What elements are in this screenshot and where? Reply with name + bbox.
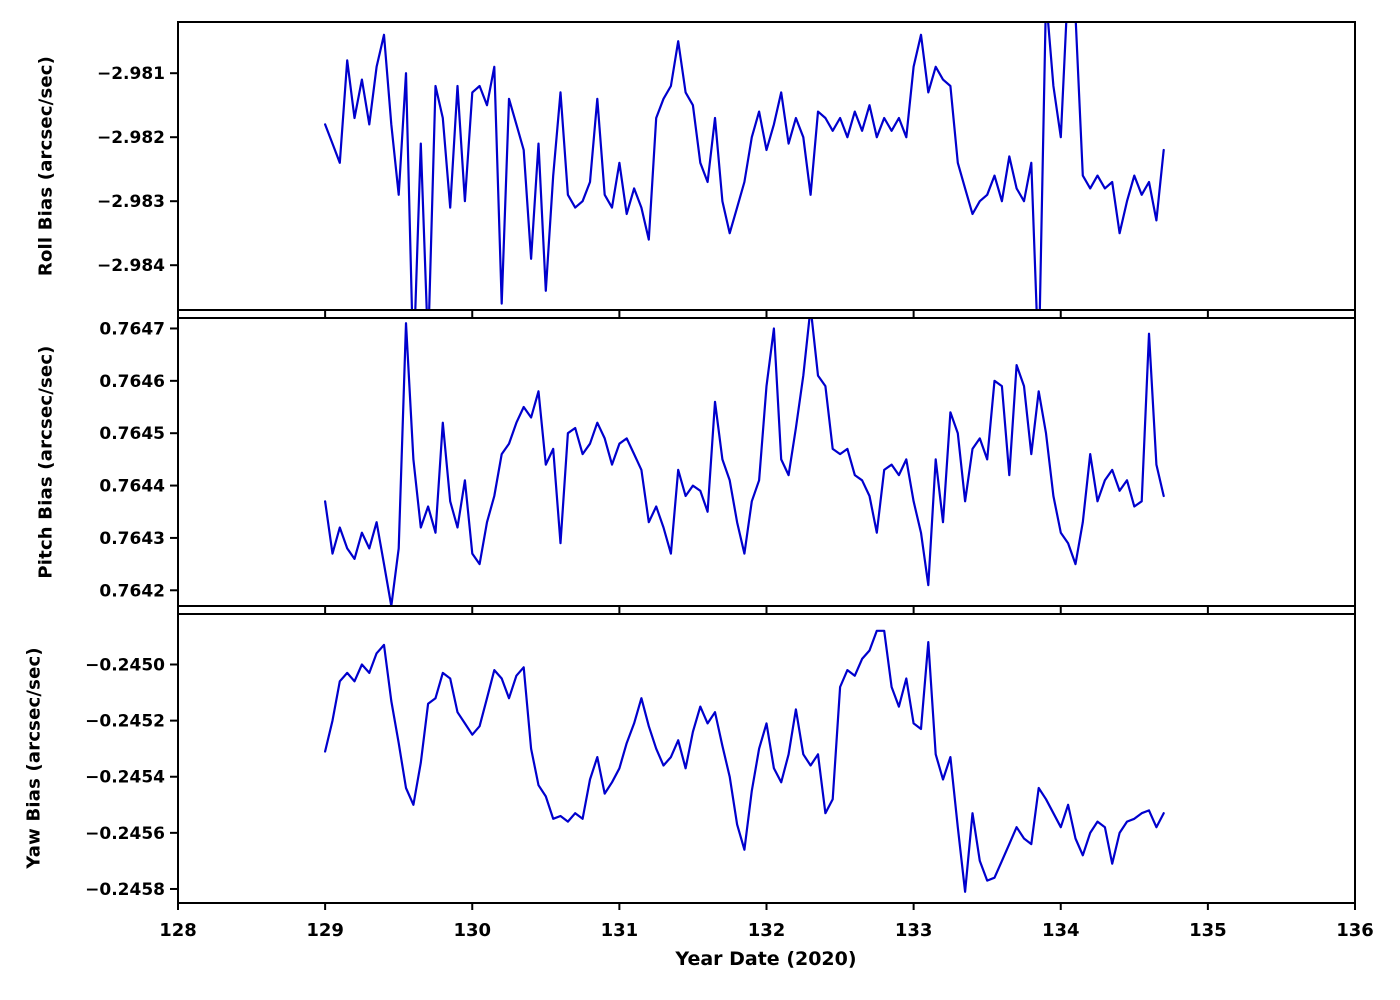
roll-y-tick-label: −2.982 — [97, 128, 165, 148]
pitch-y-tick-label: 0.7642 — [99, 581, 165, 601]
x-tick-label: 129 — [306, 920, 344, 941]
x-tick-label: 128 — [159, 920, 197, 941]
x-tick-label: 133 — [895, 920, 933, 941]
x-axis-label: Year Date (2020) — [675, 948, 857, 970]
pitch-data-line — [324, 318, 1165, 606]
x-tick-label: 136 — [1336, 920, 1374, 941]
x-tick-label: 132 — [748, 920, 786, 941]
pitch-y-tick-label: 0.7647 — [99, 319, 165, 339]
roll-axes-border — [177, 21, 1356, 311]
yaw-data-line — [324, 629, 1165, 893]
roll-data-line — [324, 22, 1165, 310]
yaw-y-tick-label: −0.2452 — [85, 712, 165, 732]
yaw-axes-border — [177, 613, 1356, 904]
yaw-y-tick-label: −0.2450 — [85, 656, 165, 676]
roll-y-tick-label: −2.983 — [97, 192, 165, 212]
roll-y-tick-label: −2.981 — [97, 64, 165, 84]
pitch-y-tick-label: 0.7645 — [99, 424, 165, 444]
pitch-y-tick-label: 0.7646 — [99, 372, 165, 392]
x-tick-label: 135 — [1189, 920, 1227, 941]
roll-y-axis-label: Roll Bias (arcsec/sec) — [35, 55, 57, 277]
x-tick-label: 134 — [1042, 920, 1080, 941]
roll-y-tick-label: −2.984 — [97, 256, 165, 276]
pitch-axes-border — [177, 317, 1356, 607]
yaw-y-tick-label: −0.2458 — [85, 880, 165, 900]
pitch-y-axis-label: Pitch Bias (arcsec/sec) — [35, 345, 57, 579]
pitch-y-tick-label: 0.7644 — [99, 477, 165, 497]
yaw-y-tick-label: −0.2454 — [85, 768, 165, 788]
x-tick-label: 131 — [601, 920, 639, 941]
yaw-y-axis-label: Yaw Bias (arcsec/sec) — [23, 647, 45, 869]
yaw-y-tick-label: −0.2456 — [85, 824, 165, 844]
pitch-y-tick-label: 0.7643 — [99, 529, 165, 549]
x-tick-label: 130 — [453, 920, 491, 941]
